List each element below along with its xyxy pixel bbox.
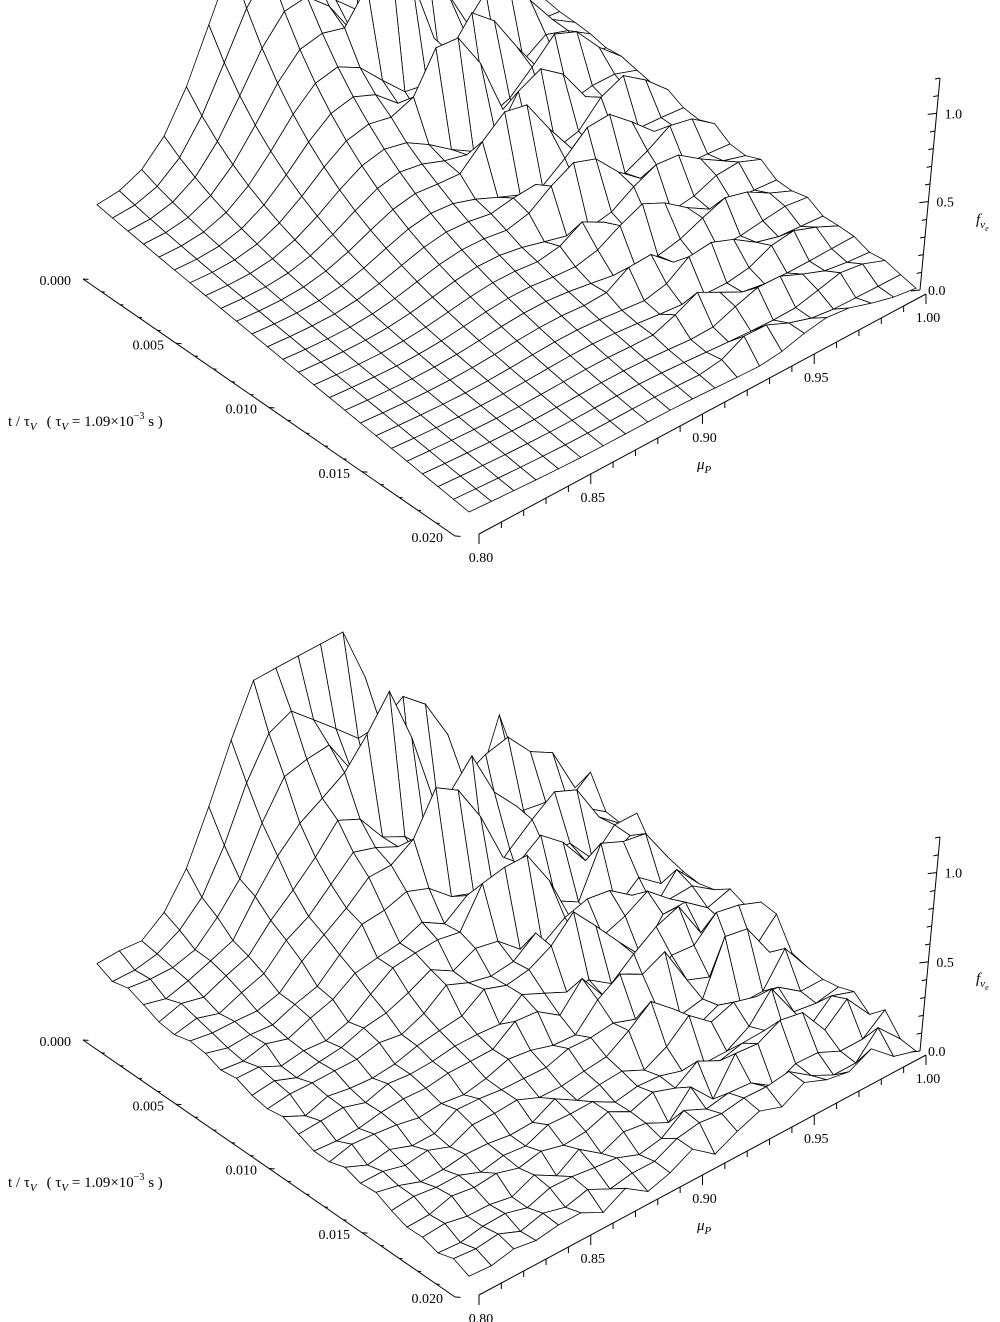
f-axis-tick-label: 0.0: [928, 1045, 946, 1060]
mesh-top: [96, 0, 917, 513]
f-axis-minor-tick: [918, 1014, 924, 1017]
t-axis-tick-label: 0.005: [133, 1099, 165, 1114]
mu-axis-tick-label: 0.90: [692, 431, 717, 446]
t-axis-label-paren: ( τ: [47, 1175, 62, 1191]
f-axis-major-tick: [919, 201, 929, 204]
f-axis-label-main: f: [976, 212, 982, 228]
mu-axis-label-main: μ: [696, 457, 705, 473]
t-axis-label-sub: V: [30, 421, 38, 433]
f-axis-label-main: f: [976, 971, 982, 987]
t-axis-tick-label: 0.000: [40, 274, 72, 289]
t-axis-label-paren-sub: V: [61, 421, 69, 433]
f-axis-tick-label: 0.5: [936, 196, 954, 211]
mu-axis-tick-label: 0.80: [469, 1312, 494, 1322]
mu-axis-label: μP: [696, 457, 712, 476]
f-axis-minor-tick: [934, 77, 941, 80]
f-axis-label-sub: ν: [980, 978, 985, 990]
mesh-cell: [452, 488, 493, 513]
mu-axis-label-sub: P: [704, 464, 712, 476]
f-axis-minor-tick: [926, 925, 932, 928]
t-axis-tick-label: 0.010: [226, 1164, 258, 1179]
t-axis-label-unit: s ): [144, 414, 162, 430]
f-axis-minor-tick: [933, 854, 939, 857]
t-axis-label: t / τV( τV = 1.09×10−3 s ): [8, 1172, 163, 1194]
f-axis-minor-tick: [921, 218, 927, 221]
f-axis-tick-label: 0.0: [928, 284, 946, 299]
f-axis-major-tick: [927, 112, 937, 115]
f-axis-top: 0.0 0.5 1.0 fνe: [910, 77, 989, 299]
t-axis-label-sub: V: [30, 1182, 38, 1194]
f-axis-major-tick: [927, 872, 937, 875]
f-axis-bottom: 0.0 0.5 1.0 fνe: [910, 836, 989, 1060]
f-axis-minor-tick: [921, 979, 927, 982]
mu-axis-tick-label: 0.80: [469, 551, 494, 566]
f-axis-tick-label: 0.5: [936, 956, 954, 971]
f-axis-minor-tick: [919, 236, 926, 239]
mu-axis-label-sub: P: [704, 1225, 712, 1237]
f-axis-minor-tick: [929, 890, 936, 892]
mu-axis-tick-label: 0.85: [581, 491, 606, 506]
mesh-cell: [243, 0, 252, 10]
f-axis-label: fνe: [976, 212, 989, 233]
f-axis-minor-tick: [916, 1032, 922, 1035]
t-axis-tick-label: 0.020: [412, 531, 444, 546]
t-axis-label-paren: ( τ: [47, 414, 62, 430]
mu-axis-label: μP: [696, 1218, 712, 1237]
t-axis-label-unit: s ): [144, 1175, 162, 1191]
f-axis-tick-label: 1.0: [945, 867, 963, 882]
t-axis-label-main: t / τ: [8, 414, 30, 430]
mu-axis-tick-label: 1.00: [916, 1072, 941, 1087]
f-axis-minor-tick: [928, 907, 934, 910]
t-axis-tick-label: 0.020: [412, 1292, 444, 1307]
f-axis-minor-tick: [924, 943, 931, 946]
mu-axis-bottom: 0.80 0.85 0.90 0.95 1.00 μP: [469, 1054, 941, 1322]
t-axis-tick-label: 0.010: [226, 403, 258, 418]
f-axis-major-tick: [910, 1050, 921, 1053]
mesh-bottom: [96, 631, 917, 1277]
f-axis-label: fνe: [976, 971, 989, 992]
mu-axis-tick-label: 0.90: [692, 1192, 717, 1207]
f-axis-minor-tick: [929, 130, 936, 133]
f-axis-minor-tick: [924, 183, 931, 186]
mu-axis-tick-label: 0.95: [804, 1132, 829, 1147]
t-axis-label-eq: = 1.09×10: [68, 414, 134, 430]
f-axis-minor-tick: [933, 95, 939, 98]
t-axis-label-exp: −3: [134, 1172, 145, 1183]
f-axis-minor-tick: [919, 997, 926, 999]
t-axis-tick-label: 0.000: [40, 1035, 72, 1050]
t-axis-label-paren-sub: V: [61, 1182, 69, 1194]
f-axis-minor-tick: [926, 165, 932, 168]
t-axis-label-eq: = 1.09×10: [68, 1175, 134, 1191]
f-axis-minor-tick: [916, 271, 922, 274]
mesh-cell: [452, 1248, 493, 1277]
t-axis-label-exp: −3: [134, 411, 145, 422]
f-axis-label-sub: ν: [980, 219, 985, 231]
mu-axis-tick-label: 0.95: [804, 371, 829, 386]
t-axis-tick-label: 0.015: [319, 1228, 351, 1243]
mu-axis-tick-label: 0.85: [581, 1252, 606, 1267]
t-axis-label: t / τV( τV = 1.09×10−3 s ): [8, 411, 163, 433]
f-axis-minor-tick: [934, 836, 941, 839]
mu-axis-tick-label: 1.00: [916, 311, 941, 326]
f-axis-label-subsub: e: [985, 224, 989, 233]
t-axis-label-main: t / τ: [8, 1175, 30, 1191]
mesh-cell: [279, 0, 303, 13]
f-axis-tick-label: 1.0: [945, 107, 963, 122]
t-axis-tick-label: 0.005: [133, 338, 165, 353]
f-axis-major-tick: [910, 289, 921, 292]
mu-axis-top: 0.80 0.85 0.90 0.95 1.00 μP: [469, 293, 941, 566]
t-axis-tick-label: 0.015: [319, 467, 351, 482]
f-axis-major-tick: [919, 961, 929, 964]
f-axis-minor-tick: [918, 254, 924, 257]
f-axis-label-subsub: e: [985, 983, 989, 992]
mu-axis-label-main: μ: [696, 1218, 705, 1234]
f-axis-minor-tick: [928, 148, 934, 151]
